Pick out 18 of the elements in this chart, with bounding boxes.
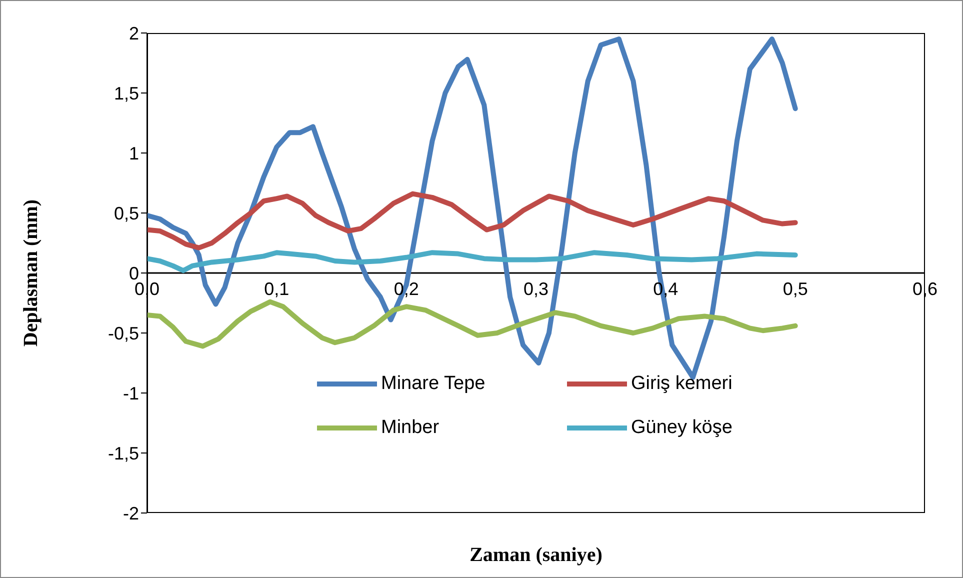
y-tick-label: 0,5 (114, 203, 139, 224)
x-tick-label: 0,5 (782, 279, 808, 299)
x-tick-label: 0,3 (523, 279, 549, 299)
y-tick-label: -1 (122, 383, 139, 404)
y-tick-label: 2 (128, 23, 139, 44)
x-tick-label: 0,1 (264, 279, 290, 299)
y-tick-label: -1,5 (108, 443, 139, 464)
legend-label: Minber (381, 417, 440, 439)
y-tick-label: 1,5 (114, 83, 139, 104)
legend-label: Minare Tepe (381, 373, 486, 395)
y-tick-label: 0 (128, 263, 139, 284)
y-tick-label: -2 (122, 503, 139, 524)
y-tick-label: 1 (128, 143, 139, 164)
legend-label: Güney köşe (631, 417, 732, 439)
legend-label: Giriş kemeri (631, 373, 732, 395)
y-tick-label: -0,5 (108, 323, 139, 344)
x-axis-title: Zaman (saniye) (470, 544, 602, 566)
y-axis-title: Deplasman (mm) (20, 199, 42, 347)
